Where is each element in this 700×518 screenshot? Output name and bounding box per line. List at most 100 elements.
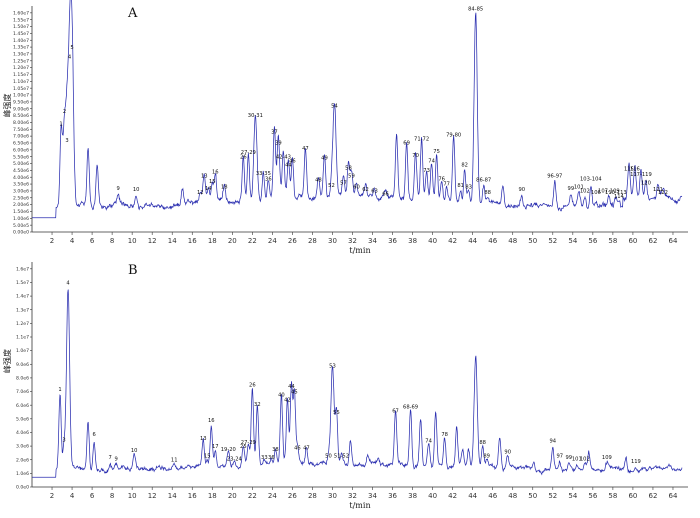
peak-label: 110-113 <box>605 190 627 196</box>
peak-label: 16 <box>212 169 219 175</box>
peak-label: 44 <box>288 384 295 390</box>
x-tick-label: 32 <box>348 492 357 500</box>
y-tick-label: 0.00e0 <box>13 230 29 236</box>
peak-label: 33 <box>261 455 268 461</box>
peak-label: 117-119 <box>630 172 652 178</box>
x-tick-label: 48 <box>508 237 517 245</box>
peak-label: 78 <box>441 432 448 438</box>
peak-label: 55 <box>333 410 340 416</box>
x-tick-label: 2 <box>50 237 54 245</box>
peak-label: 15 <box>204 454 211 460</box>
x-tick-label: 34 <box>368 492 377 500</box>
x-tick-label: 14 <box>168 492 177 500</box>
x-tick-label: 62 <box>648 492 657 500</box>
peak-label: 40 <box>278 392 285 398</box>
y-tick-label: 8.00e6 <box>13 120 29 126</box>
peak-label: 97 <box>556 454 563 460</box>
peak-label: 114 <box>614 194 625 200</box>
x-tick-label: 42 <box>448 492 457 500</box>
peak-label: 115 <box>624 167 634 173</box>
peak-label: 42-43 <box>276 154 291 160</box>
x-tick-label: 4 <box>70 492 75 500</box>
peak-label: 42 <box>284 398 291 404</box>
peak-label: 51-52 <box>334 454 349 460</box>
x-tick-label: 2 <box>50 492 54 500</box>
x-tick-label: 30 <box>328 237 337 245</box>
x-tick-label: 28 <box>308 492 317 500</box>
y-tick-label: 3.50e6 <box>13 182 29 188</box>
x-tick-label: 64 <box>669 237 678 245</box>
y-tick-label: 9.0e6 <box>16 362 29 368</box>
peak-label: 58 <box>345 165 352 171</box>
peak-label: 7 <box>108 455 111 461</box>
peak-label: 67 <box>392 409 399 415</box>
y-tick-label: 6.50e6 <box>13 141 29 147</box>
peak-label: 3 <box>62 437 65 443</box>
x-tick-label: 54 <box>568 492 577 500</box>
y-tick-label: 7.0e6 <box>16 389 29 395</box>
peak-label: 66 <box>382 191 389 197</box>
peak-label: 52 <box>328 183 335 189</box>
peak-label: 2 <box>63 109 66 115</box>
peak-label: 10 <box>131 448 138 454</box>
peak-label: 48 <box>315 178 322 184</box>
peak-label: 76 <box>438 176 445 182</box>
y-tick-label: 8.0e6 <box>16 376 29 382</box>
panel-label: A <box>127 6 138 21</box>
y-tick-label: 7.50e6 <box>13 127 29 133</box>
x-tick-label: 14 <box>168 237 177 245</box>
x-tick-label: 20 <box>228 492 237 500</box>
x-tick-label: 12 <box>148 237 157 245</box>
x-tick-label: 56 <box>588 492 597 500</box>
peak-label: 44 <box>285 163 292 169</box>
chromatogram-trace <box>32 289 683 478</box>
peak-label: 120 <box>641 180 651 186</box>
peak-label: 102 <box>580 189 590 195</box>
peak-label: 86-87 <box>476 178 491 184</box>
x-tick-label: 18 <box>208 237 217 245</box>
peak-label: 6 <box>92 432 95 438</box>
peak-label: 36 <box>265 176 272 182</box>
y-tick-label: 1.50e7 <box>13 24 29 30</box>
y-tick-label: 1.55e7 <box>13 17 29 23</box>
peak-label: 19-20 <box>221 447 236 453</box>
y-tick-label: 1.1e7 <box>16 335 29 341</box>
x-tick-label: 34 <box>368 237 377 245</box>
peak-label: 96-97 <box>547 174 562 180</box>
y-tick-label: 1.3e7 <box>16 307 29 313</box>
y-tick-label: 1.0e7 <box>16 348 29 354</box>
x-tick-label: 6 <box>90 492 95 500</box>
x-tick-label: 6 <box>90 237 95 245</box>
x-tick-label: 62 <box>648 237 657 245</box>
peak-label: 45 <box>291 390 298 396</box>
y-tick-label: 1.0e6 <box>16 471 29 477</box>
y-tick-label: 6.0e6 <box>16 403 29 409</box>
peak-label: 4 <box>68 54 72 60</box>
peak-label: 62 <box>362 187 369 193</box>
peak-label: 47 <box>302 146 309 152</box>
y-tick-label: 1.4e7 <box>16 294 29 300</box>
peak-label: 121 <box>653 187 663 193</box>
x-tick-label: 46 <box>488 492 497 500</box>
y-tick-label: 6.00e6 <box>13 147 29 153</box>
peak-label: 27-29 <box>241 440 256 446</box>
peak-label: 27-29 <box>241 150 256 156</box>
x-tick-label: 40 <box>428 237 437 245</box>
y-tick-label: 8.50e6 <box>13 113 29 119</box>
peak-label: 10 <box>133 187 140 193</box>
y-tick-label: 5.00e6 <box>13 161 29 167</box>
peak-label: 74 <box>428 158 435 164</box>
peak-label: 107-109 <box>598 189 620 195</box>
y-tick-label: 9.50e6 <box>13 99 29 105</box>
peak-label: 88 <box>484 190 491 196</box>
y-tick-label: 5.0e6 <box>16 416 29 422</box>
y-tick-label: 4.00e6 <box>13 175 29 181</box>
y-tick-label: 3.0e6 <box>16 444 29 450</box>
y-tick-label: 1.6e7 <box>16 266 29 272</box>
peak-label: 77 <box>443 182 450 188</box>
peak-label: 49 <box>321 156 328 162</box>
x-tick-label: 22 <box>248 237 257 245</box>
y-tick-label: 1.25e7 <box>13 58 29 64</box>
y-axis-title: 峰强度 <box>2 93 12 117</box>
